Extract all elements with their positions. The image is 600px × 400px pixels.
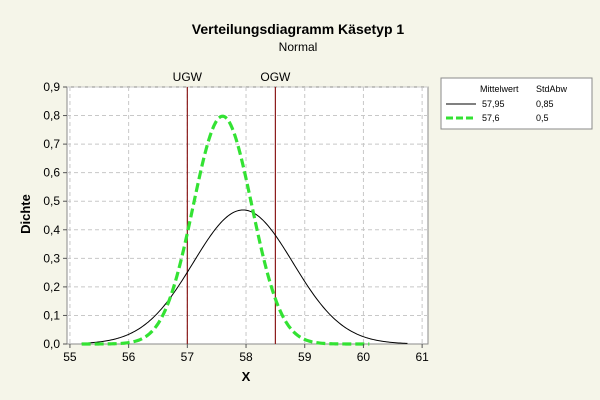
axes: 0,0 0,1 0,2 0,3 0,4 0,5 0,6 0,7 0,8 0,9 55 56 57 58 59… — [43, 80, 429, 364]
series-layer — [81, 114, 408, 346]
x-tick-label: 60 — [357, 350, 371, 364]
density-curve-series-2 — [81, 114, 370, 346]
y-tick-label: 0,5 — [43, 194, 60, 208]
legend: Mittelwert StdAbw 57,95 0,85 57,6 0,5 — [440, 77, 593, 130]
chart-title: Verteilungsdiagramm Käsetyp 1 — [192, 21, 405, 37]
x-tick-label: 55 — [63, 350, 77, 364]
x-tick-label: 59 — [298, 350, 312, 364]
x-tick-label: 58 — [239, 350, 253, 364]
y-tick-label: 0,2 — [43, 280, 60, 294]
y-tick-label: 0,6 — [43, 166, 60, 180]
legend-sd-series-1: 0,85 — [536, 99, 554, 109]
y-tick-label: 0,4 — [43, 223, 60, 237]
x-axis-label: X — [242, 369, 251, 384]
x-tick-label: 56 — [122, 350, 136, 364]
y-tick-label: 0,1 — [43, 308, 60, 322]
density-curve-series-1 — [81, 209, 408, 344]
plot-area — [66, 86, 429, 345]
x-tick-label: 61 — [415, 350, 429, 364]
reference-label-ugw: UGW — [173, 70, 203, 84]
y-tick-label: 0,0 — [43, 337, 60, 351]
legend-mean-series-2: 57,6 — [482, 113, 500, 123]
legend-header-sd: StdAbw — [536, 84, 568, 94]
y-tick-label: 0,3 — [43, 251, 60, 265]
x-tick-label: 57 — [181, 350, 195, 364]
y-tick-label: 0,7 — [43, 137, 60, 151]
reference-label-ogw: OGW — [260, 70, 291, 84]
y-tick-label: 0,8 — [43, 109, 60, 123]
legend-header-mean: Mittelwert — [480, 84, 519, 94]
chart-subtitle: Normal — [279, 40, 318, 54]
legend-mean-series-1: 57,95 — [482, 99, 505, 109]
y-tick-label: 0,9 — [43, 80, 60, 94]
y-axis-label: Dichte — [18, 194, 33, 234]
reference-lines: UGW OGW — [173, 70, 291, 344]
legend-sd-series-2: 0,5 — [536, 113, 549, 123]
